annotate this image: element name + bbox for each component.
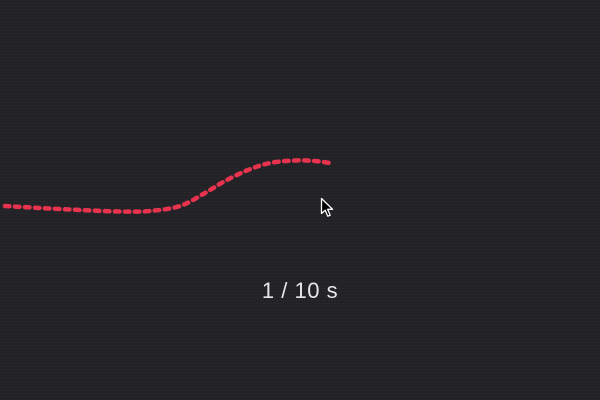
trail-path — [2, 158, 333, 214]
elapsed-timer-label: 1 / 10 s — [261, 278, 339, 303]
trail-dots — [2, 158, 333, 214]
arrow-cursor-icon — [320, 197, 334, 217]
